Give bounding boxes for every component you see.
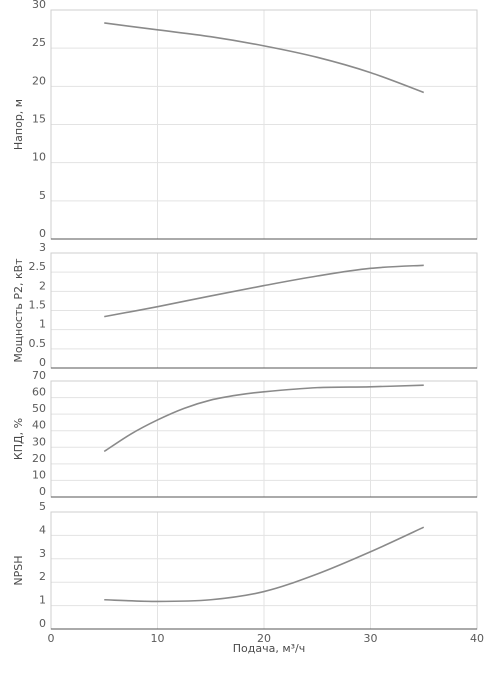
y-tick-label: 2 [39,279,46,292]
y-axis-title: Мощность P2, кВт [12,258,25,363]
x-tick-label: 30 [364,632,378,645]
y-tick-label: 70 [32,369,46,382]
y-tick-label: 3 [39,241,46,254]
y-tick-label: 0 [39,227,46,240]
y-tick-label: 10 [32,151,46,164]
x-tick-label: 0 [48,632,55,645]
y-tick-label: 3 [39,547,46,560]
y-tick-label: 2.5 [29,260,47,273]
y-tick-label: 40 [32,419,46,432]
y-tick-label: 5 [39,500,46,513]
y-tick-label: 30 [32,435,46,448]
y-tick-label: 0.5 [29,337,47,350]
series-line [104,264,424,318]
y-tick-label: 1 [39,594,46,607]
y-tick-label: 20 [32,74,46,87]
x-axis-title: Подача, м³/ч [233,642,306,655]
y-axis-title: КПД, % [12,418,25,460]
y-tick-label: 60 [32,386,46,399]
y-tick-label: 50 [32,402,46,415]
series-line [104,22,425,94]
y-tick-label: 2 [39,570,46,583]
y-tick-label: 20 [32,452,46,465]
y-axis-title: Напор, м [12,99,25,150]
x-tick-label: 40 [470,632,484,645]
x-tick-label: 10 [151,632,165,645]
y-tick-label: 10 [32,468,46,481]
x-tick-label: 20 [257,632,271,645]
series-line [103,384,424,453]
y-tick-label: 0 [39,617,46,630]
y-tick-label: 25 [32,36,46,49]
y-axis-title: NPSH [12,555,25,585]
y-tick-label: 1.5 [29,299,47,312]
y-tick-label: 0 [39,356,46,369]
y-tick-label: 0 [39,485,46,498]
series-line [104,526,425,603]
y-tick-label: 15 [32,113,46,126]
y-tick-label: 5 [39,189,46,202]
y-tick-label: 4 [39,523,46,536]
y-tick-label: 1 [39,318,46,331]
y-tick-label: 30 [32,0,46,11]
